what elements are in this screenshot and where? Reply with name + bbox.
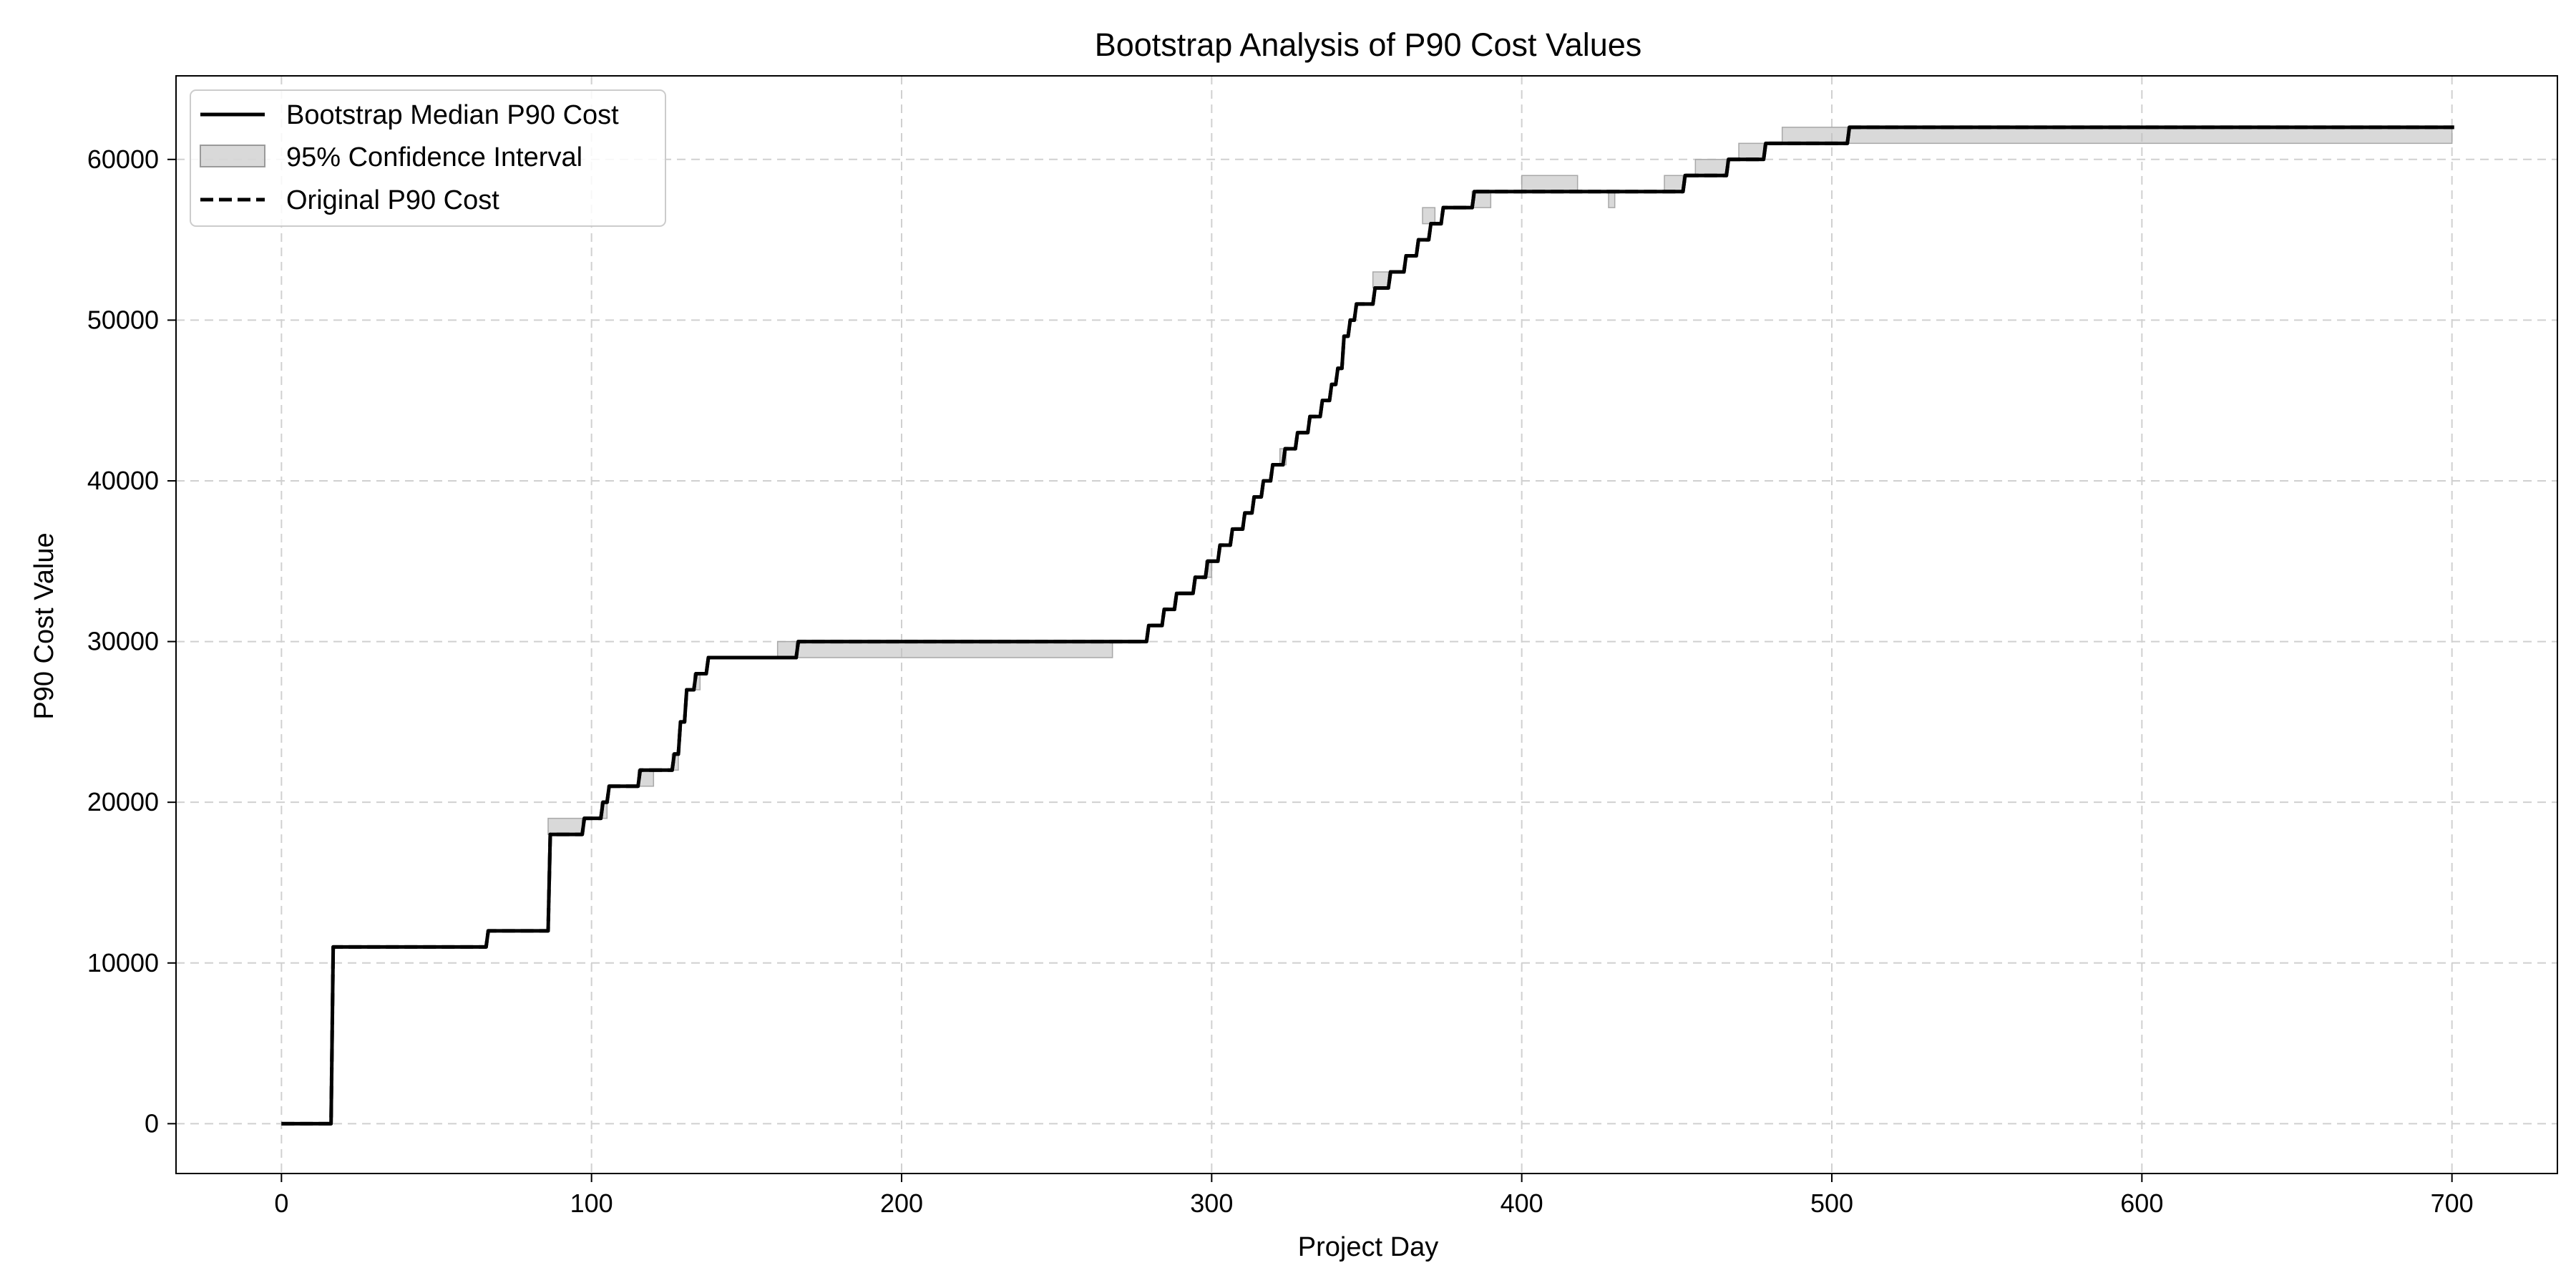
y-tick-label: 40000: [87, 466, 159, 495]
x-tick-label: 0: [274, 1189, 288, 1218]
x-tick-label: 400: [1501, 1189, 1543, 1218]
legend-label-original: Original P90 Cost: [286, 185, 499, 215]
ci-band: [1846, 127, 2453, 145]
ci-band: [1738, 142, 1765, 160]
ci-band: [1521, 175, 1579, 192]
series-line-original: [281, 125, 2454, 1126]
series-lines: [281, 125, 2454, 1126]
ci-band: [1781, 127, 1848, 145]
ci-band: [547, 817, 583, 835]
ci-band: [1608, 190, 1616, 208]
ci-band: [1694, 159, 1727, 177]
y-tick-label: 0: [145, 1108, 159, 1138]
x-axis-label: Project Day: [1298, 1232, 1438, 1262]
x-axis: 0 100 200 300 400 500 600 700: [274, 1174, 2474, 1218]
ci-band: [1664, 175, 1684, 192]
x-tick-label: 100: [570, 1189, 613, 1218]
plot-area-frame: [175, 75, 2558, 1174]
ci-band: [795, 640, 1113, 658]
y-tick-label: 30000: [87, 627, 159, 656]
ci-band: [1422, 207, 1436, 225]
legend-swatch-ci: [200, 145, 265, 167]
y-tick-label: 20000: [87, 787, 159, 816]
y-axis: 0 10000 20000 30000 40000 50000 60000: [87, 145, 176, 1138]
ci-band: [776, 640, 797, 658]
x-tick-label: 700: [2431, 1189, 2474, 1218]
ci-band: [1372, 271, 1390, 289]
y-tick-label: 60000: [87, 145, 159, 174]
x-tick-label: 500: [1810, 1189, 1853, 1218]
legend: Bootstrap Median P90 Cost 95% Confidence…: [190, 89, 666, 227]
y-tick-label: 10000: [87, 948, 159, 977]
y-axis-label: P90 Cost Value: [29, 532, 59, 719]
y-tick-label: 50000: [87, 305, 159, 334]
grid: [176, 76, 2557, 1174]
legend-label-ci: 95% Confidence Interval: [286, 142, 582, 172]
x-tick-label: 300: [1190, 1189, 1233, 1218]
chart-title: Bootstrap Analysis of P90 Cost Values: [1095, 26, 1642, 63]
legend-label-median: Bootstrap Median P90 Cost: [286, 100, 619, 130]
x-tick-label: 200: [880, 1189, 923, 1218]
x-tick-label: 600: [2120, 1189, 2163, 1218]
legend-box: [190, 89, 666, 227]
